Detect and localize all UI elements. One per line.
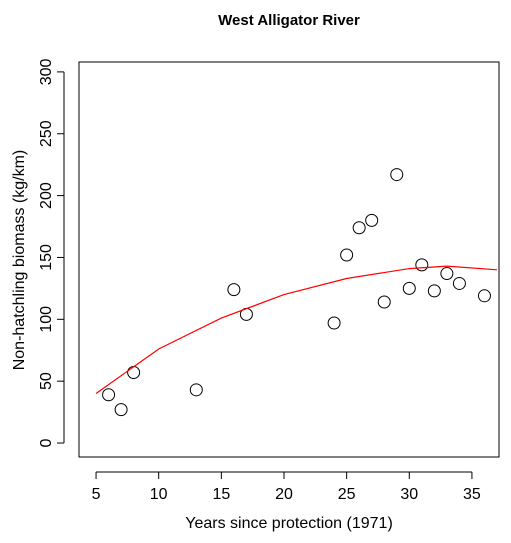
y-tick-label: 200 — [38, 182, 55, 209]
x-tick-label: 5 — [92, 486, 101, 503]
point — [365, 213, 379, 227]
point — [452, 276, 466, 290]
point — [390, 168, 404, 182]
point — [427, 284, 441, 298]
x-tick-label: 35 — [463, 486, 481, 503]
y-tick-label: 0 — [38, 438, 55, 447]
y-tick-label: 150 — [38, 244, 55, 271]
chart-title: West Alligator River — [218, 12, 360, 29]
y-tick-label: 50 — [38, 372, 55, 390]
point — [102, 388, 116, 402]
point — [327, 316, 341, 330]
y-axis-label: Non-hatchling biomass (kg/km) — [11, 150, 28, 371]
point — [352, 221, 366, 235]
point — [189, 383, 203, 397]
point — [340, 248, 354, 262]
x-tick-label: 15 — [212, 486, 230, 503]
y-tick-label: 250 — [38, 120, 55, 147]
y-tick-label: 300 — [38, 58, 55, 85]
x-tick-label: 25 — [338, 486, 356, 503]
fit-line — [95, 265, 498, 395]
x-axis-label: Years since protection (1971) — [185, 515, 393, 532]
x-tick-label: 30 — [400, 486, 418, 503]
point — [402, 281, 416, 295]
point — [415, 258, 429, 272]
point — [227, 283, 241, 297]
point — [477, 289, 491, 303]
point — [440, 267, 454, 281]
point — [377, 295, 391, 309]
y-tick-label: 100 — [38, 306, 55, 333]
point — [127, 366, 141, 380]
x-tick-label: 10 — [150, 486, 168, 503]
plot-box — [78, 61, 500, 458]
point — [114, 403, 128, 417]
x-tick-label: 20 — [275, 486, 293, 503]
